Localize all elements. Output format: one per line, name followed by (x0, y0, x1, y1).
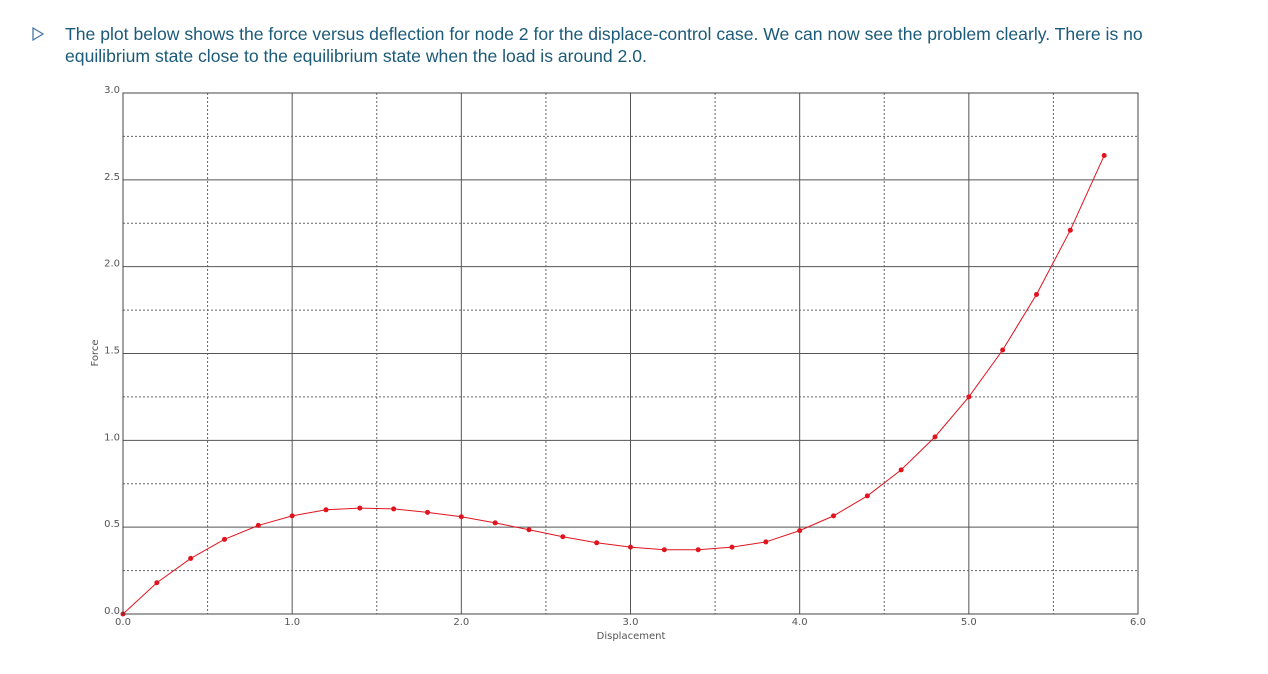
y-tick-label: 0.0 (104, 606, 120, 617)
x-tick-label: 3.0 (623, 617, 639, 628)
data-point (154, 580, 160, 586)
y-tick-label: 1.5 (104, 346, 120, 357)
y-tick-label: 1.0 (104, 432, 120, 443)
data-point (1101, 153, 1107, 159)
y-tick-label: 2.0 (104, 259, 120, 270)
data-point (695, 547, 701, 553)
x-tick-label: 5.0 (961, 617, 977, 628)
data-point (560, 534, 566, 540)
y-tick-label: 0.5 (104, 519, 120, 530)
plot-frame (122, 92, 1139, 615)
data-point (797, 528, 803, 534)
data-point (661, 547, 667, 553)
data-point (932, 434, 938, 440)
paragraph: The plot below shows the force versus de… (65, 24, 1143, 66)
y-tick-label: 3.0 (104, 85, 120, 96)
data-point (594, 540, 600, 546)
data-point (1034, 291, 1039, 297)
data-point (864, 493, 870, 499)
data-point (763, 539, 769, 545)
data-point (357, 505, 363, 511)
data-point (898, 467, 904, 473)
data-line (122, 155, 1105, 615)
data-point (255, 522, 261, 528)
x-tick-label: 2.0 (453, 617, 469, 628)
data-point (492, 520, 498, 526)
data-point (526, 527, 532, 533)
x-tick-label: 6.0 (1130, 617, 1146, 628)
data-point (458, 514, 464, 520)
bullet (32, 26, 45, 42)
data-point (425, 509, 430, 515)
data-point (222, 536, 227, 542)
data-point (966, 394, 972, 400)
data-point (1067, 227, 1073, 233)
data-point (323, 507, 329, 513)
y-tick-label: 2.5 (104, 172, 120, 183)
x-tick-label: 4.0 (792, 617, 808, 628)
y-axis-label: Force (90, 339, 101, 366)
x-axis-label: Displacement (597, 631, 666, 642)
data-point (289, 513, 295, 519)
data-point (391, 506, 397, 512)
x-tick-label: 0.0 (115, 617, 131, 628)
data-point (729, 544, 735, 550)
data-point (188, 555, 194, 561)
data-point (1000, 347, 1006, 353)
x-tick-label: 1.0 (284, 617, 300, 628)
data-point (628, 544, 633, 550)
data-point (831, 513, 836, 519)
